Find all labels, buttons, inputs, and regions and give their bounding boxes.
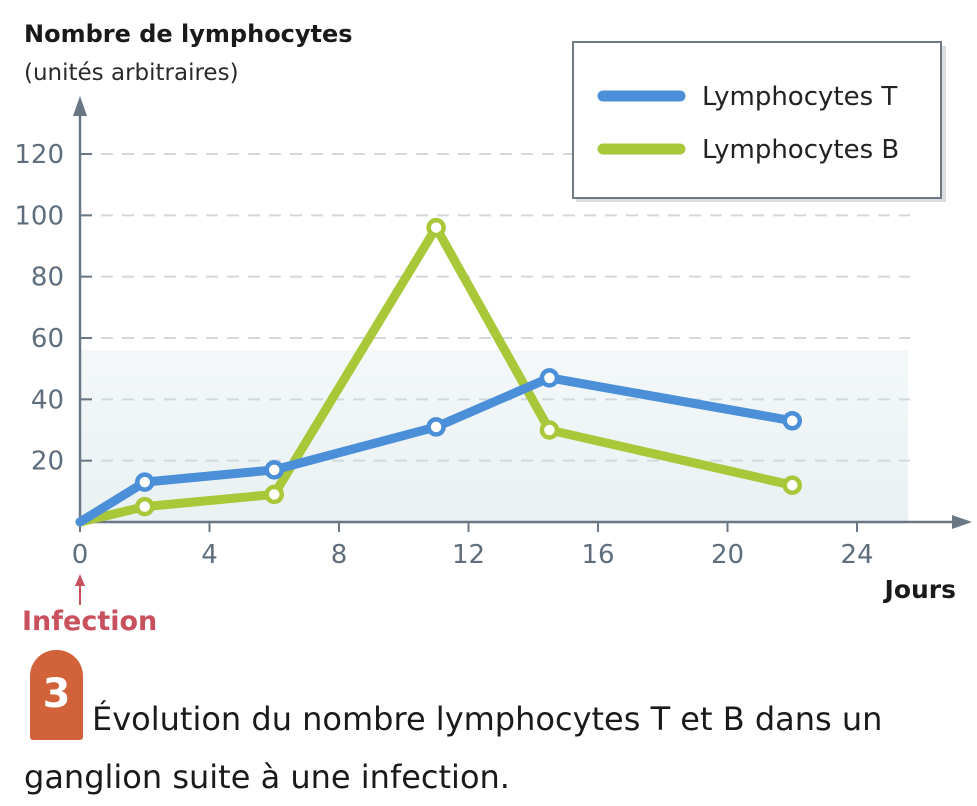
lymphocytes-t-point [135,472,155,492]
x-tick-label: 0 [72,540,89,570]
lymphocyte-chart: Nombre de lymphocytes (unités arbitraire… [14,20,972,637]
y-axis-unit: (unités arbitraires) [24,60,239,86]
y-tick-label: 20 [31,447,64,477]
infection-annotation: Infection [22,574,157,637]
lymphocytes-b-point [539,420,560,440]
y-axis-arrow [73,96,87,116]
axes [73,96,972,532]
legend: Lymphocytes T Lymphocytes B [572,41,946,202]
lymphocytes-t-point [426,417,446,437]
lymphocytes-t-point [264,460,284,480]
x-axis-title: Jours [883,575,956,604]
y-axis-title: Nombre de lymphocytes [24,20,353,48]
infection-arrow-head [75,574,85,586]
lymphocytes-b-line [75,223,797,527]
lymphocytes-t-point [782,411,802,431]
x-tick-label: 20 [711,540,744,570]
legend-box [572,41,942,199]
lymphocytes-b-legend-label: Lymphocytes B [702,135,899,165]
x-tick-label: 8 [331,540,348,570]
series-lines [75,217,802,527]
x-axis-arrow [952,515,972,529]
tick-labels: 20 40 60 80 100 120 0 4 8 12 16 20 24 [14,140,873,570]
lymphocytes-b-point [426,217,446,238]
y-tick-label: 60 [31,324,64,354]
x-tick-label: 4 [201,540,218,570]
lymphocytes-t-line [75,373,797,527]
plot-background [80,350,908,522]
figure-number-badge: 3 [30,650,83,740]
x-tick-label: 24 [840,540,873,570]
lymphocytes-b-point [782,475,802,495]
infection-label: Infection [22,606,157,637]
lymphocytes-t-legend-label: Lymphocytes T [702,82,897,112]
y-tick-label: 80 [31,263,64,293]
lymphocytes-b-point [135,496,155,517]
y-tick-label: 120 [14,140,64,170]
figure-caption: Évolution du nombre lymphocytes T et B d… [24,700,883,796]
x-tick-label: 12 [452,540,485,570]
y-tick-label: 100 [14,201,64,231]
lymphocytes-t-point [539,368,560,388]
y-tick-label: 40 [31,385,64,415]
lymphocytes-b-point [264,484,284,505]
x-tick-label: 16 [581,540,614,570]
